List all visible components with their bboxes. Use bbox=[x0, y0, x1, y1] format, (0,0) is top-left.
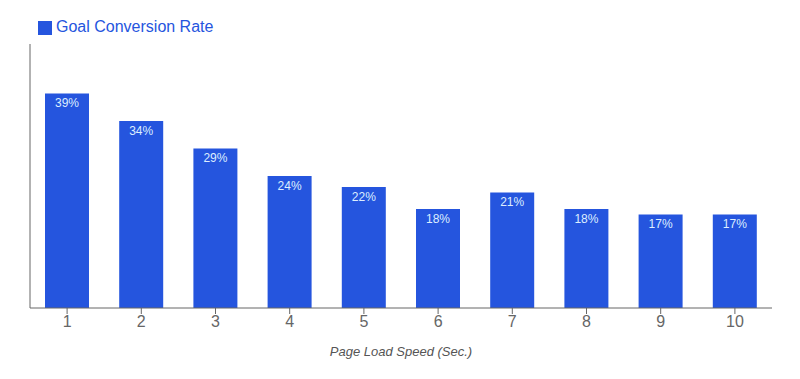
svg-text:24%: 24% bbox=[278, 179, 302, 193]
svg-text:17%: 17% bbox=[723, 217, 747, 231]
svg-text:10: 10 bbox=[726, 313, 744, 330]
svg-text:17%: 17% bbox=[649, 217, 673, 231]
svg-text:18%: 18% bbox=[574, 212, 598, 226]
svg-text:34%: 34% bbox=[129, 124, 153, 138]
svg-text:21%: 21% bbox=[500, 195, 524, 209]
svg-text:9: 9 bbox=[656, 313, 665, 330]
svg-text:8: 8 bbox=[582, 313, 591, 330]
html-text:Goal Conversion Rate: Goal Conversion Rate bbox=[56, 18, 214, 35]
svg-text:7: 7 bbox=[508, 313, 517, 330]
svg-text:6: 6 bbox=[434, 313, 443, 330]
svg-text:29%: 29% bbox=[203, 151, 227, 165]
svg-text:5: 5 bbox=[359, 313, 368, 330]
svg-text:2: 2 bbox=[137, 313, 146, 330]
svg-text:18%: 18% bbox=[426, 212, 450, 226]
svg-text:22%: 22% bbox=[352, 190, 376, 204]
svg-text:4: 4 bbox=[285, 313, 294, 330]
svg-text:3: 3 bbox=[211, 313, 220, 330]
svg-text:Page Load Speed (Sec.): Page Load Speed (Sec.) bbox=[330, 344, 472, 359]
svg-text:39%: 39% bbox=[55, 96, 79, 110]
svg-text:1: 1 bbox=[63, 313, 72, 330]
